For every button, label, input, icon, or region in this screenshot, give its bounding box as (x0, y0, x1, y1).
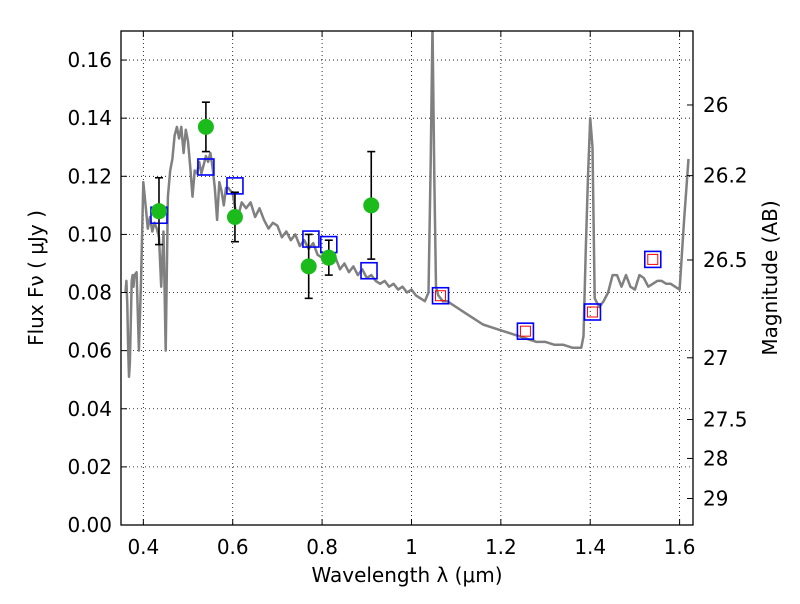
model-square-marker (643, 250, 662, 269)
synthetic-square-marker (647, 253, 659, 265)
synthetic-square-marker (435, 290, 447, 302)
right-tick-label: 29 (703, 486, 728, 510)
x-tick-label: 1.2 (485, 535, 517, 559)
model-square-marker (431, 286, 450, 305)
y-tick-label: 0.12 (67, 164, 112, 188)
observed-point (150, 203, 167, 220)
y-tick-label: 0.14 (67, 106, 112, 130)
spectrum-line (124, 31, 690, 379)
series-open-square (150, 158, 662, 340)
right-axis-title: Magnitude (AB) (758, 200, 782, 355)
right-tick-label: 26 (703, 93, 728, 117)
right-tick-label: 26.5 (703, 248, 748, 272)
observed-point (363, 197, 380, 214)
x-tick-label: 1.6 (664, 535, 696, 559)
series-small-open-square (435, 253, 659, 337)
x-tick-label: 0.6 (217, 535, 249, 559)
plot-frame (120, 30, 694, 526)
model-square-marker (302, 230, 320, 248)
right-tick-label: 27 (703, 346, 728, 370)
x-tick-label: 0.4 (127, 535, 159, 559)
y-tick-label: 0.04 (67, 397, 112, 421)
model-square-marker (583, 303, 602, 321)
observed-point (226, 208, 243, 225)
series-filled-circle (150, 101, 380, 300)
observed-point (300, 258, 317, 275)
y-tick-label: 0.00 (67, 513, 112, 537)
x-tick-label: 0.8 (306, 535, 338, 559)
model-square-marker (360, 261, 378, 280)
y-tick-label: 0.16 (67, 48, 112, 72)
x-axis-title: Wavelength λ (μm) (311, 563, 502, 587)
model-square-marker (516, 322, 535, 340)
ticks: 0.4 0.6 0.8 1 1.2 1.4 1.6 0.00 0.02 0.04 0.06 0.08 0… (67, 31, 748, 559)
y-tick-label: 0.10 (67, 222, 112, 246)
model-square-marker (197, 158, 215, 176)
y-tick-label: 0.02 (67, 455, 112, 479)
synthetic-square-marker (586, 306, 598, 318)
y-tick-label: 0.06 (67, 339, 112, 363)
series-line (124, 31, 690, 379)
y-axis-title: Flux Fν ( μJy ) (24, 210, 48, 346)
y-tick-label: 0.08 (67, 281, 112, 305)
right-tick-label: 28 (703, 446, 728, 470)
x-tick-label: 1 (405, 535, 418, 559)
grid (121, 31, 693, 526)
x-tick-label: 1.4 (574, 535, 606, 559)
right-tick-label: 26.2 (703, 164, 748, 188)
observed-point (197, 118, 214, 135)
data-series (124, 31, 690, 379)
synthetic-square-marker (519, 325, 531, 337)
right-tick-label: 27.5 (703, 407, 748, 431)
observed-point (320, 249, 337, 266)
